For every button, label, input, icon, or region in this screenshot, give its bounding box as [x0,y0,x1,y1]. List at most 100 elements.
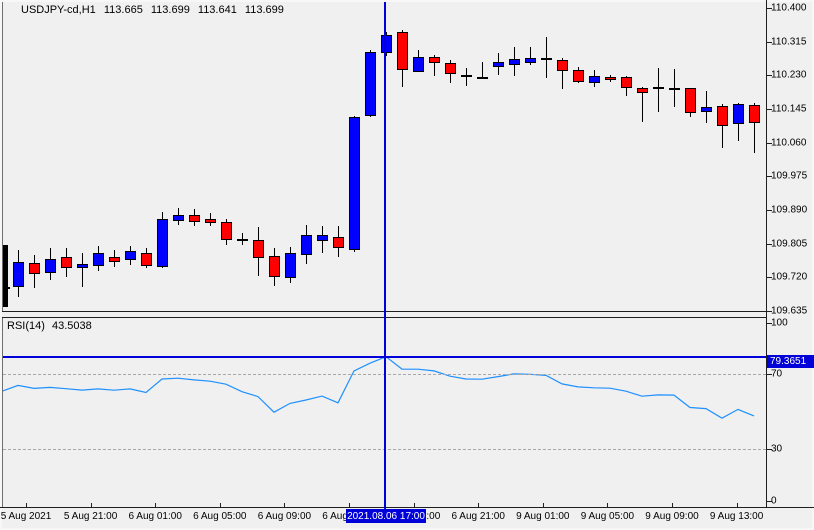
candle-body [3,244,8,308]
candle-body [460,74,472,77]
candle-body [188,215,200,222]
ohlc-open: 113.665 [103,4,143,16]
price-axis-tick [766,277,772,279]
candle-body [620,76,632,88]
time-axis-label: 5 Aug 21:00 [63,511,118,522]
candle-body [92,253,104,266]
rsi-line-chart [3,356,755,419]
ohlc-high: 113.699 [150,4,190,16]
candle-body [380,34,392,54]
candle-body [124,251,136,260]
crosshair-vertical-line [384,2,386,509]
candle-body [220,221,232,241]
price-axis-label: 110.060 [771,137,807,149]
time-axis-label: 9 Aug 09:00 [645,511,699,522]
candle-wick [433,55,435,77]
candle-body [284,253,296,279]
time-axis-label: 9 Aug 13:00 [709,511,764,522]
candle-body [636,88,648,94]
candle-body [492,61,504,67]
price-axis-label: 110.400 [771,2,807,14]
crosshair-horizontal-line [3,356,766,358]
candle-wick [545,36,547,79]
rsi-panel[interactable] [3,318,766,507]
candle-wick [81,253,83,287]
ohlc-close: 113.699 [244,4,284,16]
candle-body [44,259,56,273]
price-axis-tick [766,210,772,211]
price-axis-label: 109.975 [771,170,808,182]
time-axis-tick [413,503,415,508]
candle-wick [753,103,755,153]
price-axis-border [766,0,767,508]
rsi-title: RSI(14) 43.5038 [7,320,96,332]
candle-body [524,57,536,64]
chart-title: USDJPY-cd,H1 113.665 113.699 113.641 113… [21,4,289,16]
candle-body [412,57,424,73]
rsi-indicator-value: 43.5038 [51,320,92,332]
chart-left-border [2,2,3,507]
candle-body [172,215,184,222]
candle-body [572,70,584,83]
price-axis-label: 109.890 [771,204,808,216]
price-axis-label: 109.805 [771,238,808,250]
candle-body [236,238,248,241]
candle-wick [529,46,531,66]
price-axis-label: 110.145 [771,103,807,115]
candle-body [588,76,600,83]
candle-body [300,234,312,256]
candle-body [476,76,488,79]
candle-body [684,88,696,113]
symbol-period-label: USDJPY-cd,H1 [21,4,96,16]
candle-body [316,234,328,241]
candle-body [732,103,744,125]
time-axis-tick [90,503,92,508]
left-edge-tick [3,287,10,289]
candle-body [652,86,664,89]
price-axis-label: 109.635 [771,305,808,317]
candle-body [364,51,376,117]
rsi-line [3,356,755,419]
rsi-axis-label: 70 [771,368,783,380]
time-axis-label: 9 Aug 05:00 [580,511,635,522]
price-axis-tick [766,8,772,9]
main-chart-panel[interactable] [3,2,766,311]
rsi-axis-tick [766,501,772,502]
candle-wick [561,57,563,90]
rsi-indicator-label: RSI(14) [7,320,45,332]
price-axis[interactable]: 110.400 110.315 110.230 110.145 110.060 109.9… [766,0,814,508]
candle-body [540,57,552,60]
time-axis-label: 6 Aug 09:00 [257,511,312,522]
candle-body [556,59,568,71]
candle-body [332,236,344,248]
price-axis-tick [766,243,772,245]
price-axis-tick [766,176,772,178]
time-axis-tick [26,503,27,508]
candle-body [716,105,728,127]
candle-body [348,116,360,250]
candle-body [508,59,520,66]
candle-body [28,263,40,275]
ohlc-low: 113.641 [197,4,237,16]
price-axis-tick [766,142,772,144]
time-axis-label: 6 Aug 01:00 [128,511,182,522]
time-axis-label: 5 Aug 2021 [0,511,52,522]
candle-body [140,253,152,266]
rsi-axis-label: 100 [771,317,788,329]
rsi-axis-label: 0 [771,495,777,507]
candle-body [748,105,760,123]
candle-wick [673,68,675,107]
price-axis-tick [766,109,772,110]
crosshair-time-label: 2021.08.06 17:00 [346,509,426,523]
candle-body [444,63,456,75]
time-axis-tick [284,503,286,508]
rsi-axis-label: 30 [771,443,783,455]
candle-body [668,88,680,90]
time-axis-label: 9 Aug 01:00 [516,511,570,522]
candle-body [12,261,24,287]
candle-body [252,240,264,258]
candle-wick [481,61,483,79]
price-axis-label: 109.720 [771,271,808,283]
candle-wick [657,67,659,113]
